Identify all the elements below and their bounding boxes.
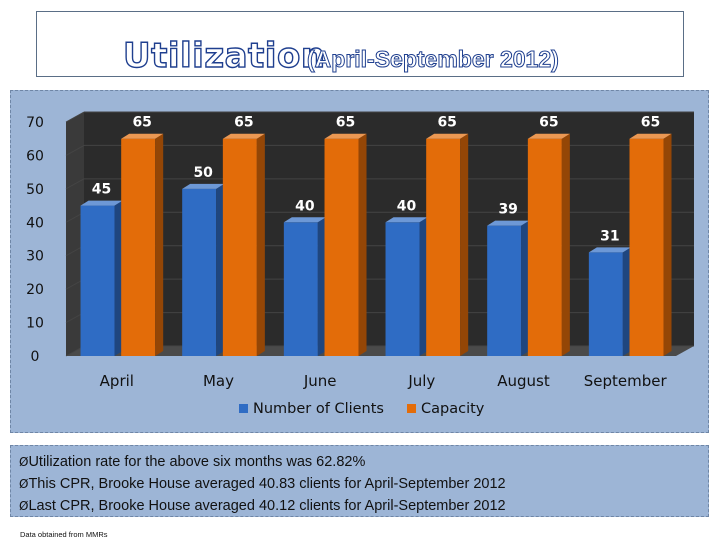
y-tick-label: 20	[26, 282, 44, 298]
x-tick-label: August	[497, 372, 550, 390]
x-tick-label: April	[100, 372, 134, 390]
y-tick-label: 70	[26, 115, 44, 131]
data-label: 31	[600, 228, 619, 244]
x-tick-label: June	[303, 372, 337, 390]
page-subtitle: (April-September 2012)	[307, 46, 560, 73]
summary-box: ØUtilization rate for the above six mont…	[10, 445, 709, 517]
legend-swatch	[407, 404, 416, 413]
bar-top	[182, 183, 225, 189]
bar-side	[114, 200, 123, 356]
bar	[80, 205, 115, 356]
bar	[629, 138, 664, 356]
x-tick-label: September	[584, 372, 668, 390]
gridline-side	[65, 178, 85, 190]
bar-side	[622, 247, 631, 356]
bar-side	[216, 183, 225, 356]
gridline-side	[65, 111, 85, 123]
legend-label: Capacity	[421, 401, 485, 417]
bar-top	[385, 217, 428, 223]
y-tick-label: 0	[31, 349, 40, 365]
arrow-bullet-icon: Ø	[19, 455, 29, 469]
chart-side-wall	[66, 112, 84, 356]
summary-bullet: ØThis CPR, Brooke House averaged 40.83 c…	[19, 473, 708, 495]
bar-top	[324, 133, 367, 139]
y-tick-label: 40	[26, 215, 44, 231]
y-tick-label: 60	[26, 148, 44, 164]
data-label: 65	[336, 115, 355, 131]
bar-top	[283, 217, 326, 223]
bar-top	[222, 133, 265, 139]
title-box: Utilization (April-September 2012)	[36, 11, 684, 77]
bar	[527, 138, 562, 356]
data-label: 65	[234, 115, 253, 131]
y-tick-label: 10	[26, 316, 44, 332]
bar-side	[317, 217, 326, 356]
bar-side	[256, 133, 265, 356]
data-label: 65	[437, 115, 456, 131]
bar-top	[80, 200, 123, 206]
summary-text: Utilization rate for the above six month…	[28, 454, 366, 470]
x-tick-label: July	[407, 372, 435, 390]
legend-label: Number of Clients	[253, 401, 384, 417]
data-label: 45	[92, 182, 111, 198]
bar	[283, 222, 318, 356]
gridline-side	[65, 144, 85, 156]
bar	[426, 138, 461, 356]
data-label: 39	[498, 202, 517, 218]
y-tick-label: 50	[26, 182, 44, 198]
bar-side	[460, 133, 469, 356]
bar-side	[663, 133, 672, 356]
data-label: 50	[193, 165, 213, 181]
bar	[222, 138, 257, 356]
bar-top	[527, 133, 570, 139]
bar	[385, 222, 420, 356]
bar-side	[155, 133, 164, 356]
chart-frame: 0 10 20 30 40 50 60 70 45 65 April 50 65 May 40 65 June 4…	[10, 90, 709, 433]
y-tick-label: 30	[26, 249, 44, 265]
bar	[588, 252, 623, 356]
bar-side	[419, 217, 428, 356]
data-label: 40	[397, 198, 417, 214]
bar-top	[629, 133, 672, 139]
arrow-bullet-icon: Ø	[19, 477, 29, 491]
data-label: 40	[295, 198, 315, 214]
bar	[182, 188, 217, 356]
bar-side	[561, 133, 570, 356]
bar-top	[487, 220, 530, 226]
bar	[121, 138, 156, 356]
bar	[487, 225, 522, 356]
summary-bullet: ØUtilization rate for the above six mont…	[19, 451, 708, 473]
summary-bullet: ØLast CPR, Brooke House averaged 40.12 c…	[19, 495, 708, 517]
utilization-bar-chart: 0 10 20 30 40 50 60 70 45 65 April 50 65 May 40 65 June 4…	[26, 111, 694, 417]
x-tick-label: May	[203, 372, 234, 390]
data-label: 65	[132, 115, 151, 131]
data-label: 65	[539, 115, 558, 131]
summary-text: Last CPR, Brooke House averaged 40.12 cl…	[28, 498, 506, 514]
footnote: Data obtained from MMRs	[20, 530, 108, 539]
arrow-bullet-icon: Ø	[19, 499, 29, 513]
bar-side	[358, 133, 367, 356]
bar-top	[588, 247, 631, 253]
data-label: 65	[641, 115, 660, 131]
bar-top	[121, 133, 164, 139]
bar	[324, 138, 359, 356]
bar-side	[521, 220, 530, 356]
bar-top	[426, 133, 469, 139]
legend-swatch	[239, 404, 248, 413]
summary-text: This CPR, Brooke House averaged 40.83 cl…	[28, 476, 506, 492]
page-title: Utilization	[122, 35, 326, 76]
